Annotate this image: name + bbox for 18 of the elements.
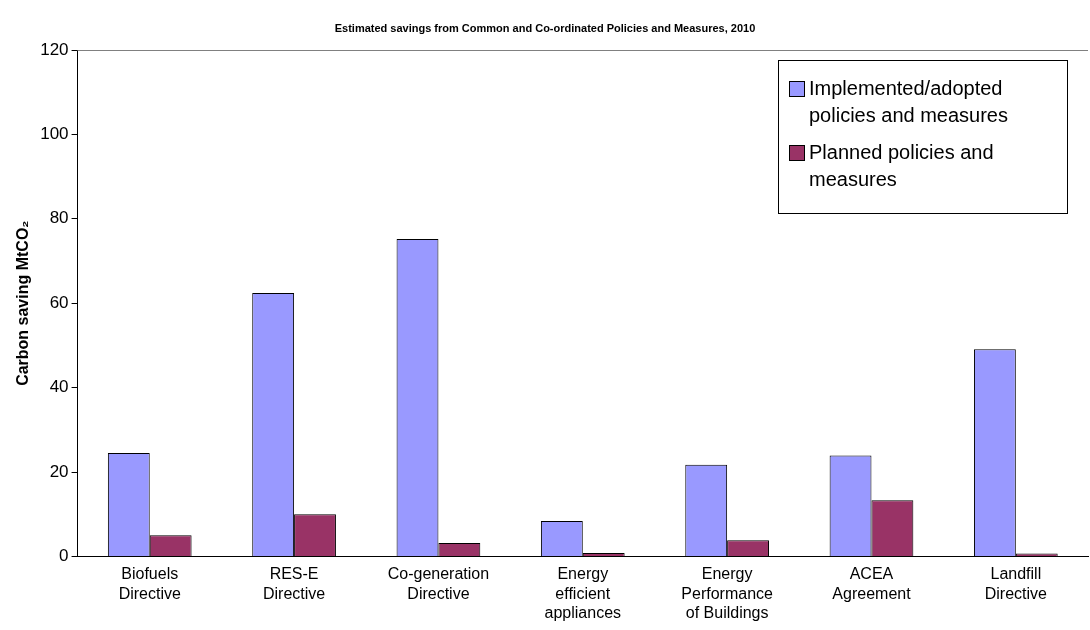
y-tick-label: 120: [40, 39, 69, 59]
x-tick-label: RES-E Directive: [262, 565, 326, 602]
legend-label: Planned policies and measures: [809, 140, 995, 192]
x-tick-label: Energy efficient appliances: [544, 565, 622, 621]
y-tick-label: 0: [59, 546, 69, 566]
y-tick-label: 60: [49, 292, 69, 312]
y-axis-title: Carbon saving MtCO₂: [14, 220, 32, 386]
y-tick-label: 40: [49, 377, 69, 397]
x-tick-label: Biofuels Directive: [118, 565, 181, 602]
y-tick-label: 20: [49, 461, 69, 481]
x-tick-label: ACEA Agreement: [832, 565, 912, 602]
chart-title: Estimated savings from Common and Co-ordinated Policies and Measures, 2010: [333, 22, 757, 34]
x-tick-label: Landfill Directive: [984, 565, 1048, 602]
x-tick-label: Energy Performance of Buildings: [681, 565, 774, 621]
y-tick-label: 80: [49, 208, 69, 228]
y-tick-label: 100: [40, 124, 69, 144]
legend-label: Implemented/adopted policies and measures: [809, 76, 1009, 128]
x-tick-label: Co-generation Directive: [387, 565, 490, 602]
